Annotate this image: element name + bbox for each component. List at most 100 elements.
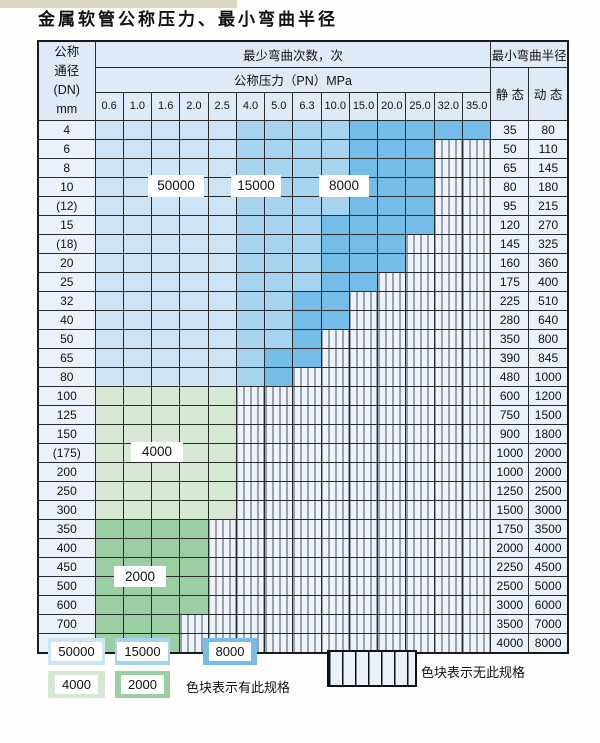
spec-cell <box>207 214 237 235</box>
no-spec-cell <box>405 613 435 634</box>
spec-cell <box>151 309 181 330</box>
spec-cell <box>179 518 209 539</box>
spec-cell <box>151 480 181 501</box>
pressure-tick: 25.0 <box>405 91 435 121</box>
spec-cell <box>122 138 153 159</box>
dn-value: 10 <box>37 176 96 197</box>
spec-cell <box>122 157 153 178</box>
table-row: 800 4000 8000 <box>37 632 569 653</box>
spec-cell <box>264 271 294 292</box>
spec-cell <box>122 461 153 482</box>
no-spec-cell <box>405 290 435 311</box>
spec-cell <box>122 176 153 197</box>
no-spec-cell <box>433 309 463 330</box>
spec-cell <box>179 594 209 615</box>
dynamic-radius-value: 640 <box>528 309 569 330</box>
table-row: 300 1500 3000 <box>37 499 569 520</box>
spec-cell <box>377 195 407 216</box>
spec-cell <box>348 271 379 292</box>
table-row: (175) 1000 2000 <box>37 442 569 463</box>
dynamic-radius-value: 110 <box>528 138 569 159</box>
spec-cell <box>179 214 209 235</box>
no-spec-cell <box>264 518 294 539</box>
page-title: 金属软管公称压力、最小弯曲半径 <box>38 10 338 30</box>
no-spec-cell <box>348 309 379 330</box>
no-spec-cell <box>235 632 266 653</box>
no-spec-cell <box>235 442 266 463</box>
no-spec-cell <box>405 594 435 615</box>
table-row: 40 280 640 <box>37 309 569 330</box>
table-row: 250 1250 2500 <box>37 480 569 501</box>
dynamic-radius-value: 8000 <box>528 632 569 653</box>
spec-cell <box>207 119 237 140</box>
static-radius-value: 95 <box>490 195 530 216</box>
spec-cell <box>151 537 181 558</box>
spec-cell <box>405 195 435 216</box>
spec-cell <box>179 480 209 501</box>
spec-cell <box>94 347 124 368</box>
spec-cell <box>292 176 322 197</box>
spec-cell <box>264 366 294 387</box>
no-spec-cell <box>292 537 322 558</box>
no-spec-cell <box>433 366 463 387</box>
pressure-tick: 20.0 <box>377 91 407 121</box>
no-spec-cell <box>377 309 407 330</box>
dn-value: 50 <box>37 328 96 349</box>
dn-value: 100 <box>37 385 96 406</box>
static-radius-value: 1000 <box>490 461 530 482</box>
no-spec-cell <box>348 556 379 577</box>
spec-cell <box>207 271 237 292</box>
no-spec-cell <box>292 518 322 539</box>
no-spec-cell <box>264 632 294 653</box>
has-spec-note: 色块表示有此规格 <box>186 680 291 695</box>
no-spec-cell <box>461 518 492 539</box>
no-spec-cell <box>264 499 294 520</box>
no-spec-cell <box>292 385 322 406</box>
no-spec-cell <box>235 613 266 634</box>
table-row: 500 2500 5000 <box>37 575 569 596</box>
spec-cell <box>179 309 209 330</box>
no-spec-cell <box>264 594 294 615</box>
spec-cell <box>405 176 435 197</box>
spec-cell <box>179 138 209 159</box>
spec-cell <box>348 138 379 159</box>
scan-edge-strip <box>0 0 237 8</box>
table-row: 6 50 110 <box>37 138 569 159</box>
static-radius-value: 65 <box>490 157 530 178</box>
table-row: 125 750 1500 <box>37 404 569 425</box>
table-row: 400 2000 4000 <box>37 537 569 558</box>
no-spec-cell <box>405 233 435 254</box>
no-spec-cell <box>320 537 350 558</box>
legend-swatch-2000: 2000 <box>115 671 170 698</box>
spec-cell <box>122 195 153 216</box>
dn-value: 65 <box>37 347 96 368</box>
spec-cell <box>94 423 124 444</box>
dynamic-radius-value: 3500 <box>528 518 569 539</box>
spec-cell <box>179 347 209 368</box>
table-row: 20 160 360 <box>37 252 569 273</box>
table-row: 100 600 1200 <box>37 385 569 406</box>
legend-swatch-label: 2000 <box>121 675 164 694</box>
table-row: 4 35 80 <box>37 119 569 140</box>
spec-cell <box>122 518 153 539</box>
spec-cell <box>122 366 153 387</box>
spec-cell <box>405 119 435 140</box>
spec-cell <box>151 594 181 615</box>
dn-value: 150 <box>37 423 96 444</box>
cycles-4000-label: 4000 <box>131 442 183 462</box>
no-spec-cell <box>292 613 322 634</box>
no-spec-cell <box>433 423 463 444</box>
spec-cell <box>320 309 350 330</box>
static-radius-value: 2500 <box>490 575 530 596</box>
table-row: 150 900 1800 <box>37 423 569 444</box>
no-spec-cell <box>348 613 379 634</box>
no-spec-cell <box>405 252 435 273</box>
no-spec-cell <box>433 347 463 368</box>
dynamic-radius-value: 180 <box>528 176 569 197</box>
no-spec-cell <box>377 366 407 387</box>
dynamic-radius-value: 1000 <box>528 366 569 387</box>
dn-value: 40 <box>37 309 96 330</box>
spec-cell <box>320 214 350 235</box>
spec-cell <box>320 195 350 216</box>
